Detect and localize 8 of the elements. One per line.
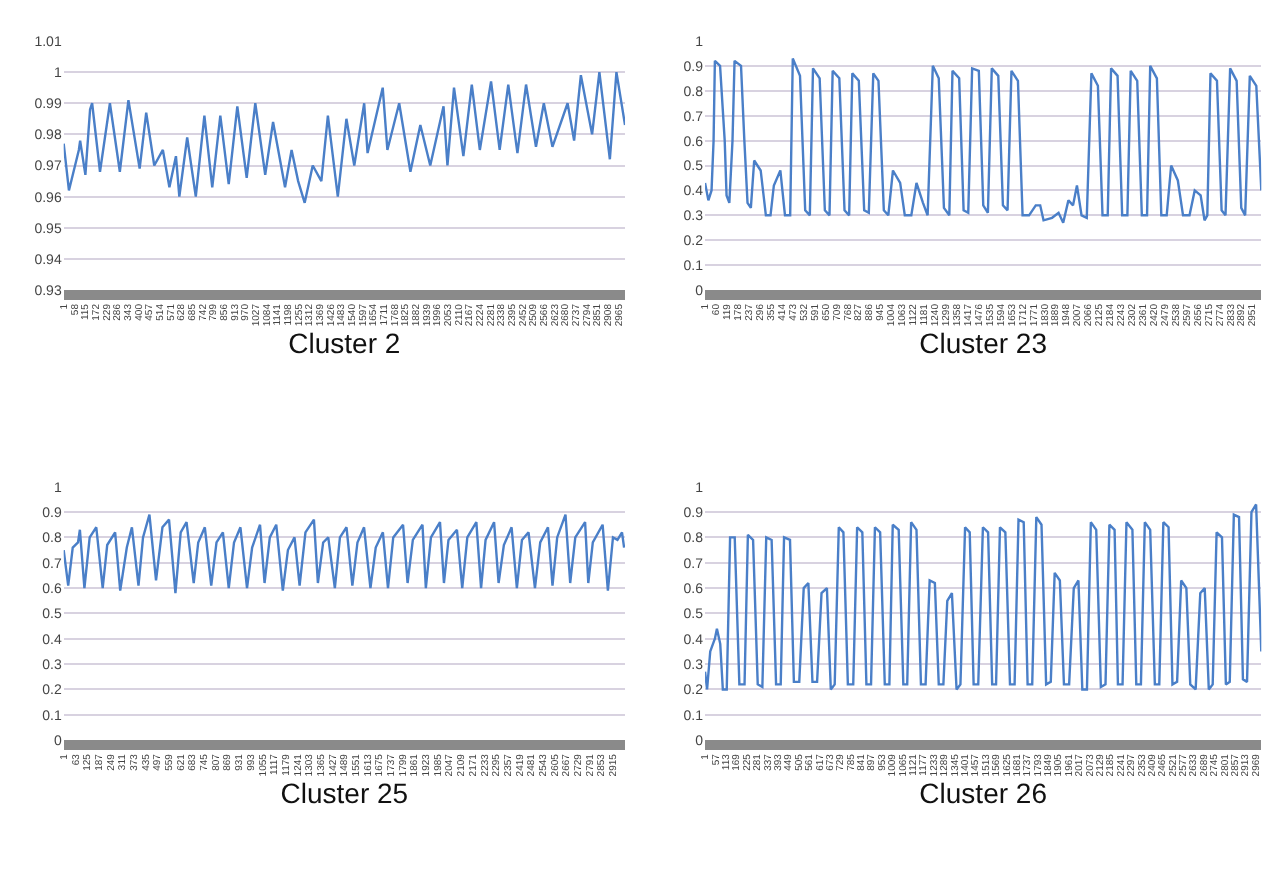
line-series — [63, 513, 626, 595]
line-series — [705, 57, 1262, 224]
x-axis-title: Cluster 2 — [288, 326, 401, 359]
x-axis-title: Cluster 23 — [919, 326, 1048, 359]
line-series — [705, 503, 1262, 691]
x-axis-title: Cluster 26 — [919, 777, 1048, 810]
x-axis-title: Cluster 25 — [280, 777, 409, 810]
line-series — [63, 70, 626, 205]
